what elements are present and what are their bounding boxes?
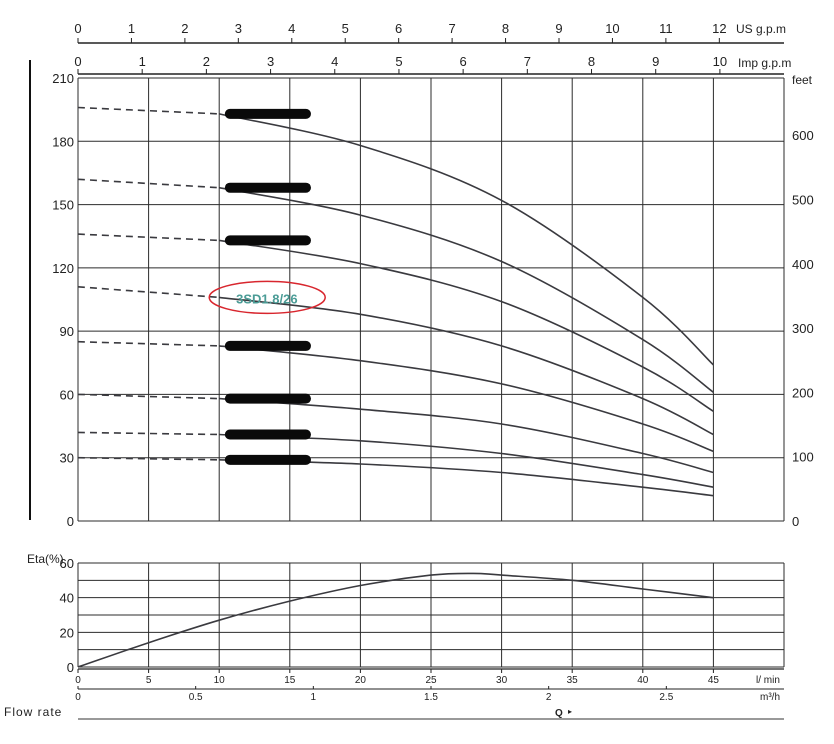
lmin-tick-label: 25 bbox=[425, 675, 437, 686]
imp-gpm-tick-label: 10 bbox=[713, 54, 727, 69]
imp-gpm-tick-label: 5 bbox=[395, 54, 402, 69]
lmin-tick-label: 20 bbox=[355, 675, 367, 686]
redaction-mark bbox=[224, 393, 311, 404]
highlight-circle bbox=[208, 280, 326, 315]
lmin-tick-label: 0 bbox=[75, 675, 81, 686]
imp-gpm-tick-label: 7 bbox=[524, 54, 531, 69]
head-y-tick-label: 210 bbox=[52, 71, 74, 86]
lmin-tick-label: 45 bbox=[708, 675, 720, 686]
m3h-tick-label: 0 bbox=[75, 692, 81, 703]
m3h-tick-label: 0.5 bbox=[189, 692, 203, 703]
m3h-unit-label: m³/h bbox=[760, 692, 780, 703]
feet-unit-label: feet bbox=[792, 73, 813, 87]
redaction-mark bbox=[224, 340, 311, 351]
imp-gpm-tick-label: 2 bbox=[203, 54, 210, 69]
us-gpm-tick-label: 4 bbox=[288, 21, 295, 36]
feet-tick-label: 0 bbox=[792, 514, 799, 529]
flow-rate-label: Flow rate bbox=[4, 705, 62, 719]
us-gpm-tick-label: 10 bbox=[605, 21, 619, 36]
eta-y-tick-label: 20 bbox=[60, 625, 74, 640]
imp-gpm-unit-label: Imp g.p.m bbox=[738, 56, 791, 70]
us-gpm-tick-label: 12 bbox=[712, 21, 726, 36]
lmin-tick-label: 35 bbox=[567, 675, 579, 686]
eta-y-tick-label: 60 bbox=[60, 556, 74, 571]
redaction-mark bbox=[224, 108, 311, 119]
us-gpm-tick-label: 8 bbox=[502, 21, 509, 36]
head-y-tick-label: 30 bbox=[60, 451, 74, 466]
us-gpm-unit-label: US g.p.m bbox=[736, 22, 786, 36]
imp-gpm-tick-label: 8 bbox=[588, 54, 595, 69]
redaction-mark bbox=[224, 429, 311, 440]
feet-tick-label: 300 bbox=[792, 321, 814, 336]
head-curve bbox=[219, 239, 714, 412]
head-curve bbox=[219, 296, 714, 436]
lmin-unit-label: l/ min bbox=[756, 675, 780, 686]
lmin-tick-label: 5 bbox=[146, 675, 152, 686]
redaction-mark bbox=[224, 182, 311, 193]
head-curve bbox=[219, 345, 714, 453]
head-y-tick-label: 90 bbox=[60, 324, 74, 339]
head-y-tick-label: 120 bbox=[52, 261, 74, 276]
imp-gpm-tick-label: 4 bbox=[331, 54, 338, 69]
feet-tick-label: 600 bbox=[792, 128, 814, 143]
eta-curve bbox=[77, 572, 714, 668]
imp-gpm-tick-label: 6 bbox=[460, 54, 467, 69]
us-gpm-tick-label: 9 bbox=[555, 21, 562, 36]
us-gpm-tick-label: 0 bbox=[74, 21, 81, 36]
chart-marks: 0 1 2 3 4 5 6 7 8 9 10 11 120 1 2 3 4 5 6 7 8 9 10030609012015… bbox=[29, 21, 814, 703]
head-curve bbox=[219, 186, 714, 393]
us-gpm-tick-label: 7 bbox=[448, 21, 455, 36]
head-curve bbox=[219, 397, 714, 474]
head-curve bbox=[219, 113, 714, 366]
lmin-tick-label: 30 bbox=[496, 675, 508, 686]
head-curve bbox=[219, 459, 714, 497]
imp-gpm-tick-label: 3 bbox=[267, 54, 274, 69]
feet-tick-label: 500 bbox=[792, 193, 814, 208]
q-arrow-icon: ▸ bbox=[568, 707, 572, 716]
model-label: 3SD1.8/26 bbox=[236, 291, 297, 306]
redaction-mark bbox=[224, 235, 311, 246]
q-label: Q bbox=[555, 708, 563, 719]
eta-y-tick-label: 0 bbox=[67, 660, 74, 675]
head-y-tick-label: 0 bbox=[67, 514, 74, 529]
eta-axis-label: Eta(%) bbox=[27, 552, 64, 566]
m3h-tick-label: 2 bbox=[546, 692, 552, 703]
us-gpm-tick-label: 2 bbox=[181, 21, 188, 36]
lmin-tick-label: 15 bbox=[284, 675, 296, 686]
head-y-tick-label: 60 bbox=[60, 387, 74, 402]
us-gpm-tick-label: 1 bbox=[128, 21, 135, 36]
m3h-tick-label: 2.5 bbox=[659, 692, 673, 703]
imp-gpm-tick-label: 0 bbox=[74, 54, 81, 69]
imp-gpm-tick-label: 1 bbox=[139, 54, 146, 69]
m3h-tick-label: 1 bbox=[311, 692, 317, 703]
us-gpm-tick-label: 11 bbox=[659, 21, 673, 36]
us-gpm-tick-label: 6 bbox=[395, 21, 402, 36]
lmin-tick-label: 40 bbox=[637, 675, 649, 686]
feet-tick-label: 400 bbox=[792, 257, 814, 272]
feet-tick-label: 100 bbox=[792, 450, 814, 465]
imp-gpm-tick-label: 9 bbox=[652, 54, 659, 69]
feet-tick-label: 200 bbox=[792, 385, 814, 400]
m3h-tick-label: 1.5 bbox=[424, 692, 438, 703]
us-gpm-tick-label: 5 bbox=[342, 21, 349, 36]
head-y-tick-label: 180 bbox=[52, 134, 74, 149]
head-y-tick-label: 150 bbox=[52, 198, 74, 213]
redaction-mark bbox=[224, 454, 311, 465]
lmin-tick-label: 10 bbox=[214, 675, 226, 686]
eta-y-tick-label: 40 bbox=[60, 591, 74, 606]
us-gpm-tick-label: 3 bbox=[235, 21, 242, 36]
